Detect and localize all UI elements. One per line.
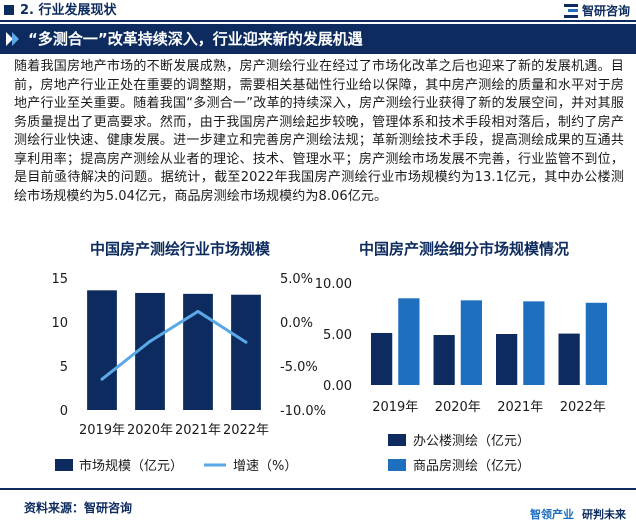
x-tick-label: 2021年 <box>497 400 543 415</box>
chart1-x-axis: 2019年 2020年 2021年 2022年 <box>79 423 269 438</box>
commercial-bar <box>460 300 482 385</box>
y-tick-label: 15 <box>51 272 68 287</box>
growth-point <box>244 340 248 344</box>
office-bar <box>433 335 455 385</box>
body-paragraph: 随着我国房地产市场的不断发展成熟，房产测绘行业在经过了市场化改革之后也迎来了新的… <box>14 59 624 204</box>
y2-tick-label: 5.0% <box>280 272 313 287</box>
legend-label-growth: 增速（%） <box>233 459 297 474</box>
commercial-bar <box>523 301 545 385</box>
slogan-left: 智领产业 <box>530 508 574 521</box>
chart2-x-axis: 2019年 2020年 2021年 2022年 <box>372 400 606 415</box>
x-tick-label: 2019年 <box>79 423 125 438</box>
footer: 资料来源：智研咨询 智领产业 研判未来 <box>0 488 636 525</box>
banner-title: “多测合一”改革持续深入，行业迎来新的发展机遇 <box>28 30 363 48</box>
chart2-legend: 办公楼测绘（亿元） 商品房测绘（亿元） <box>388 434 530 474</box>
x-tick-label: 2021年 <box>175 423 221 438</box>
market-size-bar <box>87 290 117 410</box>
x-tick-label: 2019年 <box>372 400 418 415</box>
section-marker <box>4 5 14 15</box>
y-tick-label: 10 <box>51 316 68 331</box>
y2-tick-label: -10.0% <box>280 404 326 419</box>
section-title: 2. 行业发展现状 <box>20 3 117 18</box>
top-header-bar: 2. 行业发展现状 智研咨询 <box>0 0 636 22</box>
legend-label-commercial: 商品房测绘（亿元） <box>413 458 530 474</box>
chart2-title: 中国房产测绘细分市场规模情况 <box>359 240 569 258</box>
office-bar <box>496 334 518 385</box>
x-tick-label: 2020年 <box>435 400 481 415</box>
slogan-right: 研判未来 <box>582 508 626 521</box>
y2-tick-label: 0.0% <box>280 316 313 331</box>
market-size-bar <box>231 294 261 410</box>
y-tick-label: 5 <box>60 360 68 375</box>
x-tick-label: 2020年 <box>127 423 173 438</box>
commercial-bar <box>585 302 607 385</box>
office-bar <box>371 332 393 385</box>
commercial-bar <box>398 298 420 385</box>
chart1-growth-line <box>100 309 248 381</box>
y-tick-label: 10.00 <box>315 277 352 292</box>
legend-swatch-commercial <box>388 459 406 471</box>
y2-tick-label: -5.0% <box>280 360 318 375</box>
x-tick-label: 2022年 <box>560 400 606 415</box>
market-size-bar <box>135 292 165 410</box>
office-bar <box>558 333 580 385</box>
growth-point <box>148 339 152 343</box>
y-tick-label: 5.00 <box>323 328 352 343</box>
brand-header: 智研咨询 <box>563 2 630 19</box>
legend-swatch-market-size <box>55 459 73 471</box>
legend-swatch-office <box>388 434 406 446</box>
footer-slogan: 智领产业 研判未来 <box>530 506 626 522</box>
growth-point <box>100 377 104 381</box>
y-tick-label: 0 <box>60 404 68 419</box>
source-note: 资料来源：智研咨询 <box>24 501 133 515</box>
brand-name: 智研咨询 <box>581 4 630 18</box>
chart1-y-axis: 0 5 10 15 <box>51 272 68 419</box>
chart1-title: 中国房产测绘行业市场规模 <box>90 240 271 258</box>
legend-label-office: 办公楼测绘（亿元） <box>413 434 530 449</box>
chart1-y2-axis: 5.0% 0.0% -5.0% -10.0% <box>280 272 326 419</box>
growth-line <box>101 309 247 381</box>
legend-label-market-size: 市场规模（亿元） <box>79 458 183 474</box>
brand-logo-icon <box>563 3 578 18</box>
chart1-bars <box>87 290 261 410</box>
chart2-bars <box>371 298 607 385</box>
y-tick-label: 0.00 <box>323 379 352 394</box>
chevron-right-icon <box>6 32 19 46</box>
topic-banner: “多测合一”改革持续深入，行业迎来新的发展机遇 <box>0 24 636 54</box>
growth-point <box>196 309 200 313</box>
chart1-legend: 市场规模（亿元） 增速（%） <box>55 458 297 474</box>
chart2-y-axis: 0.00 5.00 10.00 <box>315 277 352 394</box>
x-tick-label: 2022年 <box>223 423 269 438</box>
